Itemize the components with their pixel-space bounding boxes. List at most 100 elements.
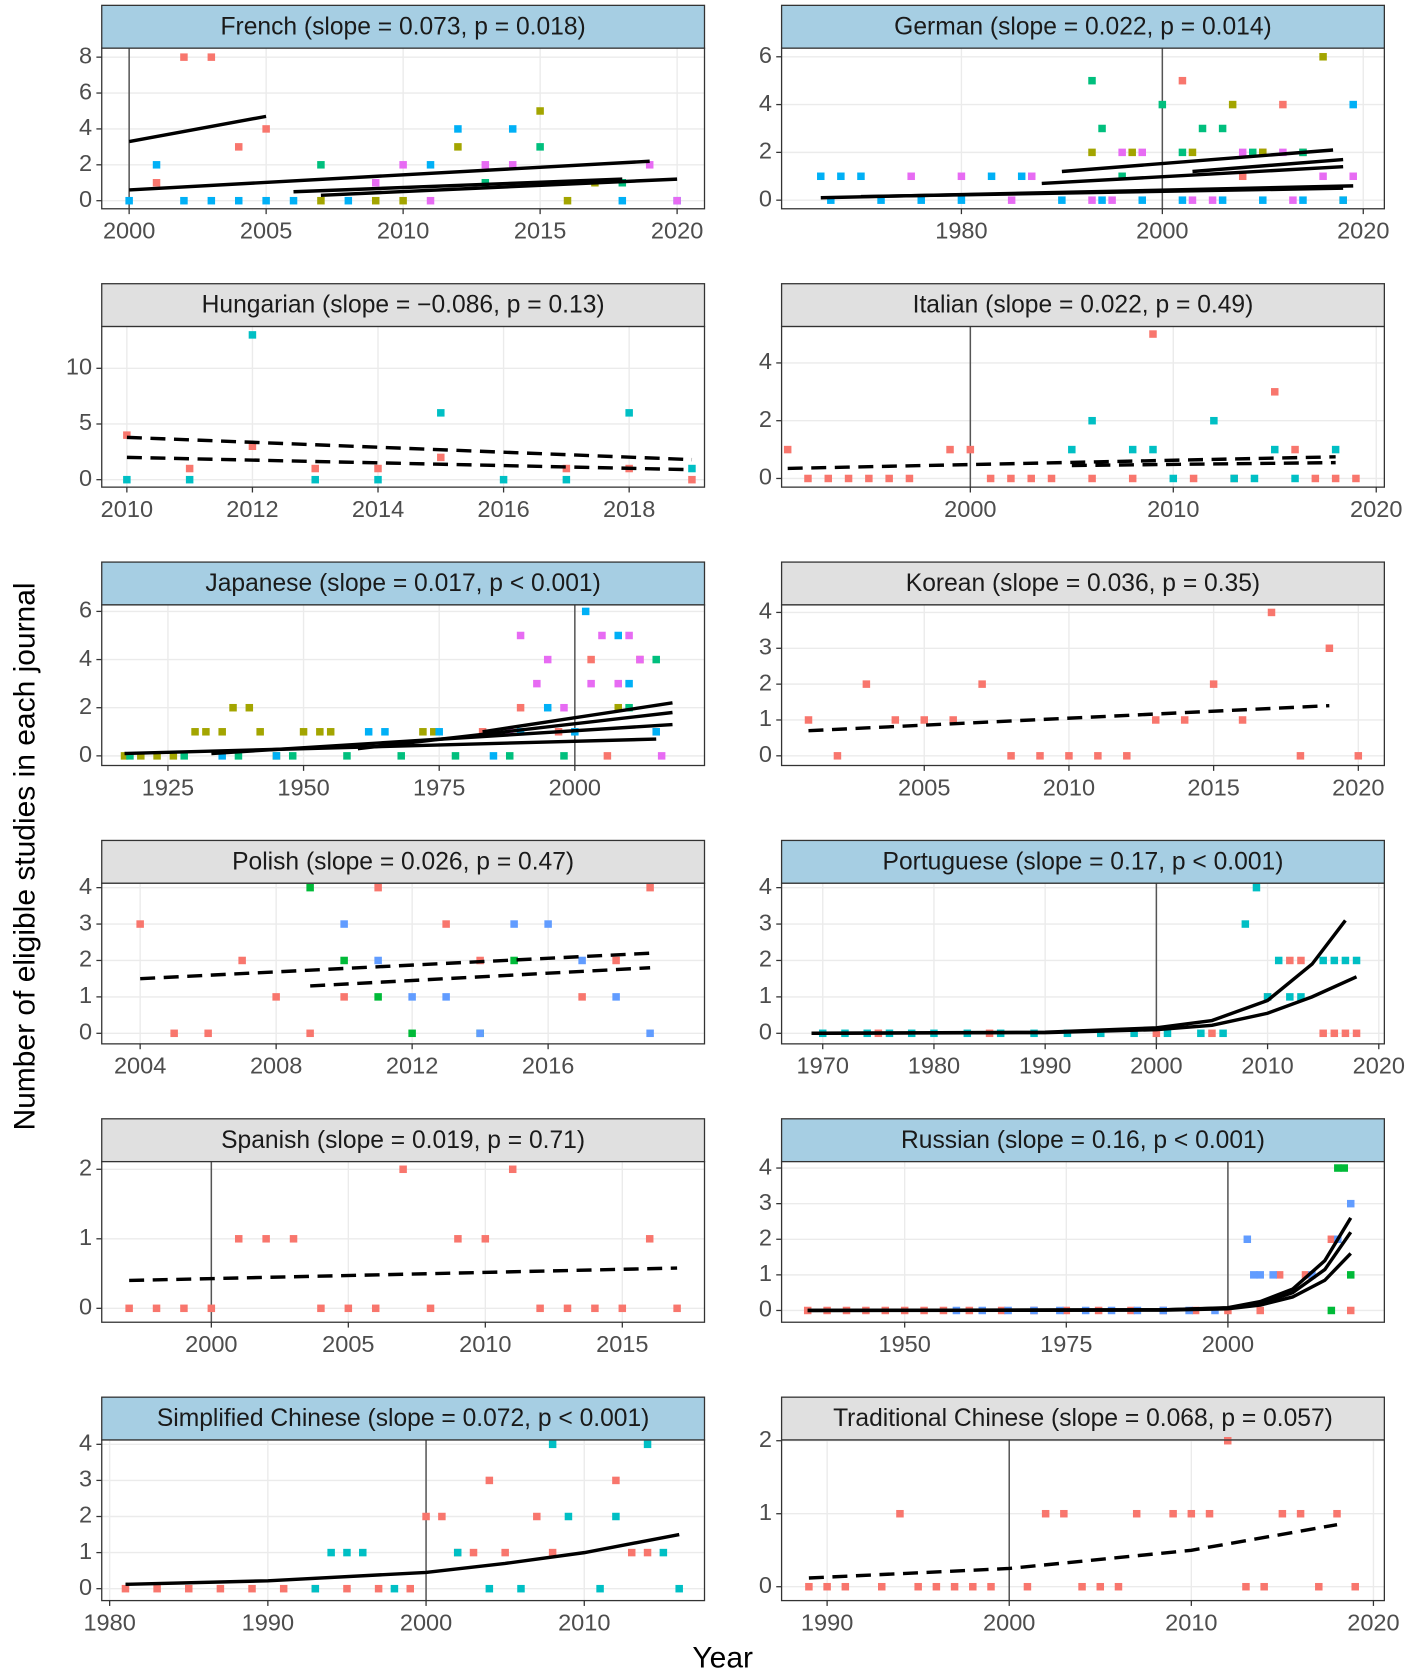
point	[170, 1029, 178, 1038]
y-tick-label: 4	[79, 1430, 92, 1456]
point	[803, 1306, 812, 1315]
point	[1352, 956, 1361, 965]
point	[1088, 76, 1096, 85]
point	[499, 475, 508, 484]
point	[311, 475, 319, 484]
y-tick-label: 3	[79, 909, 92, 935]
y-tick-label: 1	[759, 982, 772, 1008]
point	[612, 1476, 620, 1485]
point	[591, 1304, 599, 1313]
point	[272, 993, 280, 1001]
x-tick-label: 2005	[322, 1331, 374, 1357]
point	[865, 474, 873, 483]
point	[485, 1476, 494, 1485]
panel-border	[780, 47, 1385, 210]
point	[1187, 1509, 1196, 1518]
point	[562, 475, 571, 484]
y-tick-label: 4	[79, 645, 92, 671]
strip-title: Japanese (slope = 0.017, p < 0.001)	[205, 570, 600, 597]
point	[343, 1584, 351, 1593]
point	[1346, 1306, 1355, 1315]
y-tick-label: 0	[759, 1296, 772, 1322]
point	[1118, 172, 1126, 181]
point	[1230, 474, 1238, 483]
point	[562, 464, 571, 473]
panel: Hungarian (slope = −0.086, p = 0.13) 2010…	[66, 283, 706, 522]
x-tick-label: 1990	[1019, 1053, 1071, 1079]
point	[234, 143, 243, 151]
point	[1097, 1029, 1105, 1038]
point	[1330, 956, 1339, 965]
point	[563, 196, 572, 205]
panel: Traditional Chinese (slope = 0.068, p = …	[759, 1396, 1400, 1635]
point	[289, 196, 298, 205]
x-tick-label: 1970	[797, 1053, 849, 1079]
x-tick-label: 2015	[596, 1331, 648, 1357]
panel-border	[101, 604, 706, 767]
y-tick-label: 1	[79, 982, 92, 1008]
point	[1132, 1509, 1141, 1518]
point	[1256, 1306, 1264, 1315]
point	[1138, 196, 1146, 204]
point	[543, 655, 552, 664]
point	[136, 920, 144, 928]
point	[216, 1584, 225, 1593]
strip	[101, 1118, 706, 1163]
point	[397, 752, 405, 760]
x-tick-label: 2005	[240, 218, 292, 244]
x-tick-label: 2005	[898, 774, 950, 800]
y-tick-label: 1	[759, 1499, 772, 1525]
point	[207, 1304, 216, 1313]
point	[833, 752, 842, 760]
x-tick-label: 1990	[242, 1609, 294, 1635]
point	[1098, 196, 1106, 204]
point	[878, 1582, 886, 1591]
point	[1205, 1509, 1214, 1518]
x-tick-label: 2010	[1147, 496, 1199, 522]
point	[317, 1304, 325, 1313]
point	[675, 1584, 683, 1593]
y-tick-label: 3	[759, 1189, 772, 1215]
point	[1149, 445, 1157, 454]
point	[643, 1548, 652, 1557]
point	[659, 1548, 668, 1557]
point	[152, 179, 161, 187]
point	[180, 53, 188, 61]
point	[1274, 956, 1283, 965]
y-tick-label: 0	[759, 741, 772, 767]
y-tick-label: 2	[759, 138, 772, 164]
point	[1114, 1582, 1123, 1591]
point	[1301, 1271, 1310, 1279]
point	[1315, 1582, 1323, 1591]
x-tick-label: 2010	[459, 1331, 511, 1357]
point	[408, 993, 416, 1001]
point	[1330, 1029, 1339, 1038]
point	[618, 1304, 627, 1313]
fit-line	[1041, 164, 1344, 186]
point	[343, 1548, 351, 1557]
y-tick-label: 8	[79, 42, 92, 68]
y-tick-label: 0	[79, 465, 92, 491]
point	[1041, 1509, 1050, 1518]
y-tick-label: 2	[759, 1426, 772, 1452]
point	[1007, 474, 1015, 483]
point	[422, 1512, 430, 1521]
x-tick-label: 2012	[226, 496, 278, 522]
point	[1279, 100, 1287, 109]
point	[121, 1584, 130, 1593]
point	[1346, 1271, 1355, 1279]
point	[476, 1029, 484, 1038]
x-tick-label: 2000	[185, 1331, 237, 1357]
point	[1068, 445, 1076, 454]
point	[510, 956, 518, 965]
point	[636, 655, 644, 664]
point	[1331, 474, 1340, 483]
plot-background	[101, 1161, 705, 1323]
point	[1065, 752, 1073, 760]
point	[1128, 474, 1137, 483]
point	[917, 196, 925, 204]
point	[805, 1582, 813, 1591]
point	[152, 1304, 161, 1313]
point	[442, 920, 450, 928]
point	[234, 196, 243, 205]
